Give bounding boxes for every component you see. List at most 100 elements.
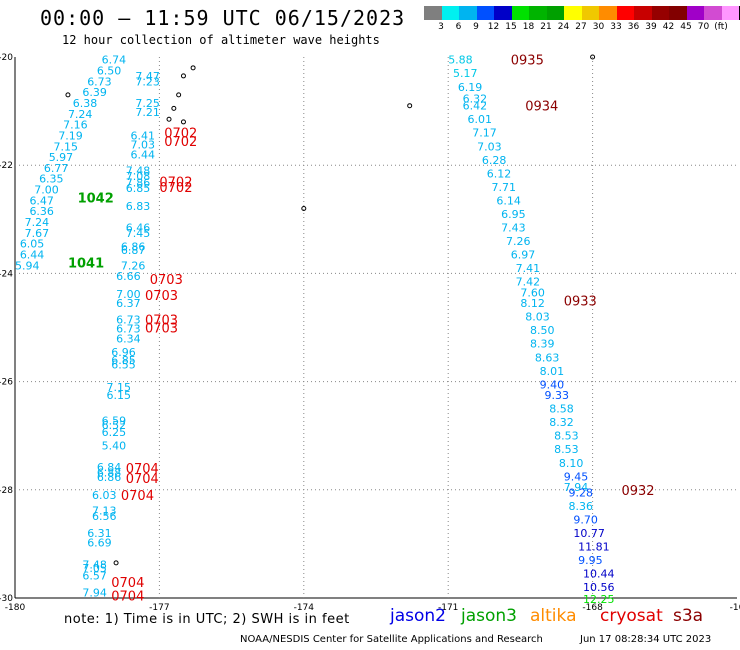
swh-value: 7.15 <box>54 140 79 153</box>
colorbar-swatch <box>651 6 669 20</box>
colorbar-swatch <box>686 6 704 20</box>
swh-value: 7.21 <box>135 106 160 119</box>
footer-timestamp: Jun 17 08:28:34 UTC 2023 <box>580 634 712 645</box>
swh-value: 9.95 <box>578 554 603 567</box>
swh-value: 7.48 <box>82 558 107 571</box>
colorbar-swatch <box>459 6 477 20</box>
swh-value: 6.52 <box>102 419 127 432</box>
swh-value: 8.63 <box>535 351 560 364</box>
track-time-label: 0934 <box>525 100 558 115</box>
swh-value: 7.03 <box>131 139 156 152</box>
legend-jason2: jason2 <box>390 606 446 626</box>
lat-tick-label: -30 <box>0 594 13 604</box>
swh-value: 11.81 <box>578 541 610 554</box>
track-time-label: 0932 <box>621 484 654 499</box>
swh-value: 6.25 <box>102 426 127 439</box>
colorbar-swatch <box>424 6 442 20</box>
swh-value: 6.73 <box>87 75 112 88</box>
swh-value: 12.25 <box>583 593 615 606</box>
swh-value: 7.24 <box>68 108 93 121</box>
colorbar-label: 12 <box>487 22 500 32</box>
lon-tick-label: -180 <box>5 603 26 613</box>
colorbar-label: 21 <box>540 22 552 32</box>
swh-value: 6.36 <box>29 205 54 218</box>
colorbar-label: 30 <box>592 22 605 32</box>
colorbar-label: 6 <box>455 22 462 32</box>
island-outline <box>190 65 196 71</box>
colorbar-label: 42 <box>662 22 675 32</box>
colorbar-label: 33 <box>610 22 622 32</box>
swh-value: 6.97 <box>511 248 535 261</box>
swh-value: 7.86 <box>126 177 151 190</box>
swh-value: 7.45 <box>126 227 151 240</box>
track-time-label: 0933 <box>564 294 597 309</box>
colorbar-swatch <box>511 6 529 20</box>
colorbar-label: (ft) <box>714 22 728 32</box>
swh-value: 7.26 <box>506 235 530 248</box>
swh-value: 8.53 <box>554 443 579 456</box>
swh-value: 6.28 <box>482 154 507 167</box>
swh-value: 9.45 <box>564 470 589 483</box>
swh-value: 6.66 <box>116 270 141 283</box>
swh-value: 6.39 <box>82 86 107 99</box>
legend-s3a: s3a <box>673 606 704 626</box>
swh-value: 6.83 <box>126 200 151 213</box>
island-outline <box>180 73 186 79</box>
swh-value: 6.84 <box>97 461 122 474</box>
swh-value: 6.15 <box>106 389 131 402</box>
swh-value: 7.05 <box>82 562 107 575</box>
swh-value: 9.40 <box>540 378 565 391</box>
swh-value: 6.37 <box>116 297 141 310</box>
swh-value: 7.23 <box>135 75 160 88</box>
track-time-label: 0702 <box>159 181 192 196</box>
island-outline <box>171 105 177 111</box>
colorbar-swatch <box>581 6 599 20</box>
swh-value: 6.87 <box>121 244 146 257</box>
colorbar-label: 24 <box>557 22 570 32</box>
swh-value: 8.36 <box>569 500 594 513</box>
swh-value: 9.28 <box>569 487 594 500</box>
swh-value: 6.44 <box>131 148 156 161</box>
colorbar-swatch <box>599 6 617 20</box>
colorbar-label: 3 <box>438 22 444 32</box>
lat-tick-label: -20 <box>0 53 13 63</box>
island-outline <box>407 103 413 109</box>
swh-value: 6.57 <box>82 569 107 582</box>
swh-value: 7.94 <box>564 481 589 494</box>
track-time-label: 0703 <box>145 289 178 304</box>
lat-tick-label: -28 <box>0 486 13 496</box>
wave-height-colorbar <box>424 6 740 20</box>
swh-value: 7.15 <box>106 381 131 394</box>
legend-jason3: jason3 <box>461 606 517 626</box>
colorbar-swatch <box>669 6 687 20</box>
swh-value: 7.19 <box>58 129 83 142</box>
colorbar-label: 9 <box>473 22 479 32</box>
swh-value: 7.13 <box>92 504 117 517</box>
swh-value: 6.05 <box>20 238 44 251</box>
swh-value: 6.35 <box>39 173 64 186</box>
colorbar-swatch <box>529 6 547 20</box>
swh-value: 6.55 <box>111 358 135 371</box>
swh-value: 10.77 <box>573 527 605 540</box>
swh-value: 6.42 <box>463 100 488 113</box>
swh-value: 6.59 <box>102 415 127 428</box>
swh-value: 6.77 <box>44 162 69 175</box>
swh-value: 7.08 <box>126 170 151 183</box>
swh-value: 7.00 <box>116 288 141 301</box>
colorbar-swatch <box>721 6 739 20</box>
island-outline <box>65 92 71 98</box>
swh-value: 5.88 <box>448 54 473 67</box>
legend-altika: altika <box>530 606 577 626</box>
swh-value: 7.94 <box>82 587 107 600</box>
swh-value: 6.86 <box>97 471 122 484</box>
colorbar-label: 39 <box>645 22 657 32</box>
track-time-label: 0935 <box>511 54 544 69</box>
island-outline <box>590 54 596 60</box>
lon-tick-label: -177 <box>149 603 169 613</box>
swh-value: 6.86 <box>121 240 146 253</box>
swh-value: 6.41 <box>131 129 156 142</box>
swh-value: 6.31 <box>87 527 112 540</box>
lat-tick-label: -24 <box>0 269 13 279</box>
swh-value: 6.46 <box>126 221 151 234</box>
lon-tick-label: -16 <box>730 603 740 613</box>
